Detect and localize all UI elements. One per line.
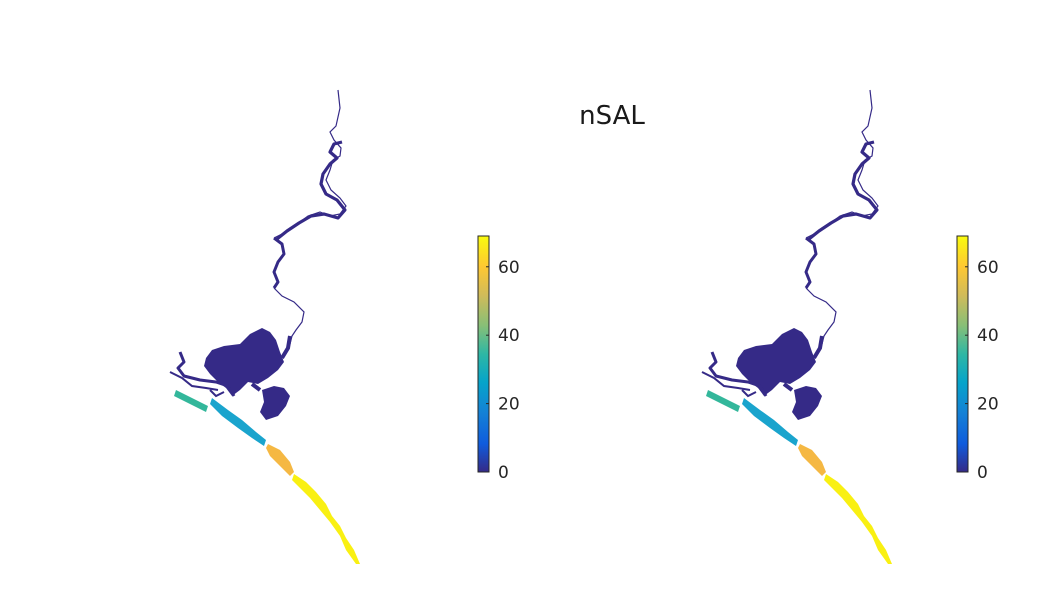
left-map xyxy=(168,88,362,566)
right-colorbar: 0 20 40 60 xyxy=(956,235,999,483)
left-colorbar: 0 20 40 60 xyxy=(477,235,520,483)
left-colorbar-bar xyxy=(477,235,490,473)
right-map xyxy=(700,88,894,566)
left-colorbar-tick-label: 0 xyxy=(498,463,509,483)
figure-title: nSAL xyxy=(579,101,645,131)
left-colorbar-tick-label: 60 xyxy=(498,258,520,278)
left-colorbar-tick-label: 20 xyxy=(498,395,520,415)
right-colorbar-tick-label: 60 xyxy=(977,258,999,278)
left-colorbar-tick-label: 40 xyxy=(498,326,520,346)
right-colorbar-tick-label: 40 xyxy=(977,326,999,346)
right-colorbar-bar xyxy=(956,235,969,473)
right-colorbar-tick-label: 0 xyxy=(977,463,988,483)
right-colorbar-tick-label: 20 xyxy=(977,395,999,415)
